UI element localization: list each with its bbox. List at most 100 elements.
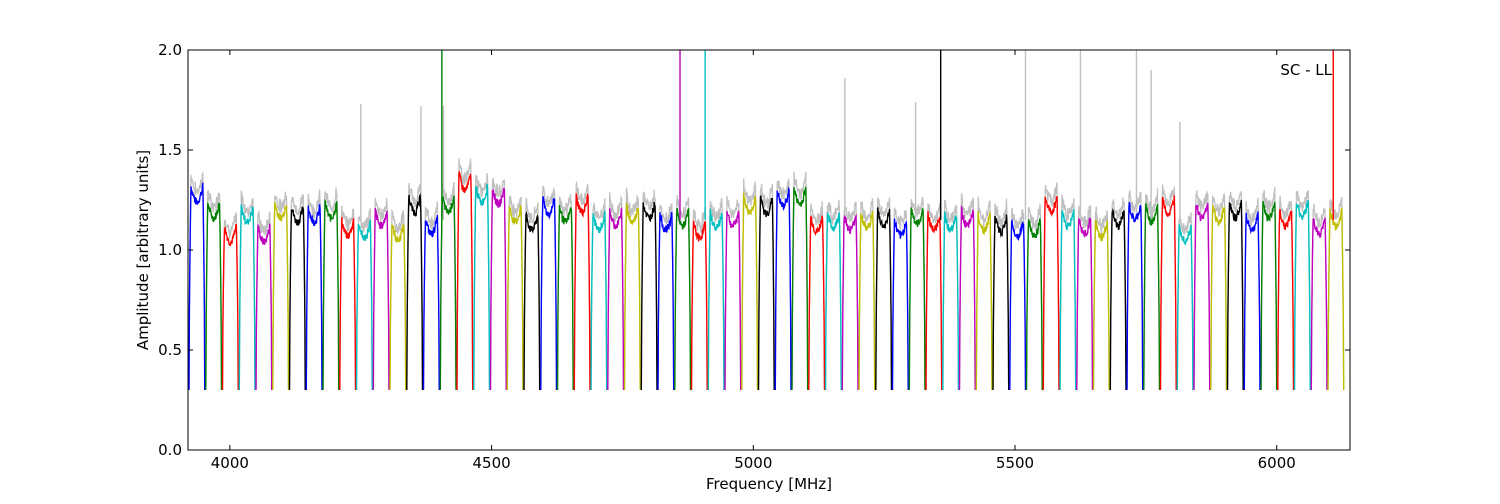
background-trace (355, 208, 373, 391)
channel-trace (556, 205, 574, 391)
channel-trace (1143, 203, 1161, 391)
channel-trace (439, 195, 457, 391)
background-trace (607, 192, 625, 391)
background-trace (1176, 212, 1194, 391)
channel-trace (456, 170, 474, 391)
channel-trace (707, 208, 725, 391)
channel-trace (1025, 218, 1043, 391)
axis-ticks: 4000 4500 5000 5500 6000 0.0 0.5 1.0 1.5 2.0 (158, 41, 1350, 472)
y-axis-label: Amplitude [arbitrary units] (134, 150, 152, 350)
channel-trace (925, 211, 943, 391)
background-trace (640, 189, 658, 391)
channel-trace (942, 211, 960, 391)
background-trace (221, 212, 239, 391)
channel-trace (757, 194, 775, 391)
channel-trace (1042, 196, 1060, 391)
channel-trace (1243, 211, 1261, 391)
background-trace (875, 197, 893, 391)
channel-trace (958, 204, 976, 391)
channel-trace (1109, 207, 1127, 391)
background-trace (791, 171, 809, 391)
background-trace (305, 189, 323, 391)
channel-trace (221, 223, 239, 391)
channel-trace (841, 213, 859, 391)
background-trace (1025, 203, 1043, 391)
background-trace (623, 187, 641, 391)
background-trace (1277, 195, 1295, 391)
background-trace (707, 198, 725, 391)
channel-trace (188, 182, 206, 391)
channel-trace (674, 208, 692, 391)
channel-trace (322, 198, 340, 391)
background-trace (389, 209, 407, 391)
channel-traces (188, 50, 1345, 391)
channel-trace (422, 215, 440, 391)
background-trace (1126, 190, 1144, 391)
channel-trace (205, 202, 223, 391)
background-trace (506, 195, 524, 391)
channel-trace (573, 193, 591, 391)
background-trace (808, 200, 826, 391)
background-traces (188, 50, 1345, 391)
y-tick-label: 1.5 (158, 141, 182, 159)
channel-trace (975, 211, 993, 391)
y-tick-label: 0.5 (158, 341, 182, 359)
x-tick-label: 6000 (1258, 454, 1296, 472)
channel-trace (1293, 200, 1311, 391)
channel-trace (607, 207, 625, 391)
background-trace (1042, 182, 1060, 391)
channel-trace (640, 201, 658, 391)
channel-trace (875, 207, 893, 391)
channel-trace (372, 207, 390, 391)
channel-trace (355, 219, 373, 391)
background-trace (556, 194, 574, 391)
channel-trace (540, 196, 558, 391)
channel-trace (824, 212, 842, 391)
background-trace (674, 194, 692, 391)
channel-trace (808, 214, 826, 391)
background-trace (757, 183, 775, 391)
channel-trace (724, 210, 742, 391)
background-trace (590, 198, 608, 391)
background-trace (975, 196, 993, 391)
channel-trace (690, 220, 708, 391)
background-trace (205, 189, 223, 391)
background-trace (1327, 196, 1345, 391)
channel-trace (1059, 208, 1077, 391)
background-trace (422, 201, 440, 391)
background-trace (1310, 204, 1328, 391)
channel-trace (1226, 199, 1244, 391)
background-trace (724, 195, 742, 391)
background-trace (657, 203, 675, 391)
channel-trace (1076, 217, 1094, 391)
background-trace (958, 193, 976, 391)
channel-trace (523, 210, 541, 391)
channel-trace (741, 192, 759, 391)
channel-trace (590, 210, 608, 391)
background-trace (272, 191, 290, 391)
background-trace (1293, 190, 1311, 391)
channel-trace (1159, 195, 1177, 391)
channel-trace (657, 211, 675, 391)
channel-trace (774, 186, 792, 391)
channel-trace (858, 211, 876, 391)
channel-trace (1260, 200, 1278, 391)
channel-trace (389, 224, 407, 391)
background-trace (322, 187, 340, 391)
channel-trace (791, 186, 809, 391)
background-trace (456, 158, 474, 391)
background-trace (942, 199, 960, 391)
channel-trace (1210, 205, 1228, 391)
channel-trace (339, 217, 357, 391)
background-trace (992, 198, 1010, 391)
background-trace (1059, 193, 1077, 391)
background-trace (824, 199, 842, 391)
background-trace (908, 196, 926, 391)
channel-trace (1277, 209, 1295, 391)
background-trace (573, 180, 591, 391)
background-trace (925, 202, 943, 391)
x-tick-label: 5000 (734, 454, 772, 472)
x-tick-label: 4500 (472, 454, 510, 472)
channel-trace (506, 205, 524, 391)
